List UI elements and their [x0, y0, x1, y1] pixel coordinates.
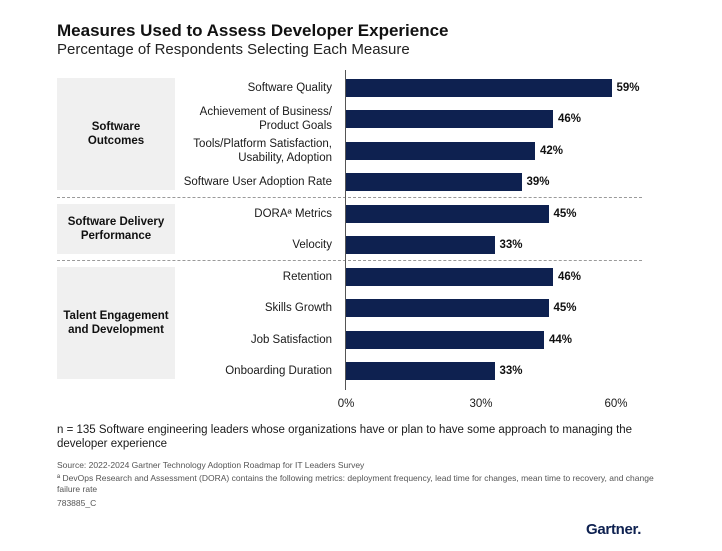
- bar: [346, 79, 612, 97]
- value-label: 39%: [526, 176, 550, 188]
- value-label: 42%: [540, 145, 564, 157]
- bar: [346, 142, 535, 160]
- y-axis-line: [345, 70, 346, 390]
- group-label-text: Software Outcomes: [87, 121, 145, 147]
- chart-subtitle: Percentage of Respondents Selecting Each…: [57, 41, 410, 58]
- bar: [346, 205, 549, 223]
- value-label: 33%: [499, 239, 523, 251]
- group-label-text: Software Delivery Performance: [67, 216, 165, 242]
- category-label: Job Satisfaction: [250, 334, 332, 346]
- value-label: 33%: [499, 365, 523, 377]
- bar: [346, 299, 549, 317]
- category-label: DORAª Metrics: [254, 208, 332, 220]
- group-label-software-outcomes: Software Outcomes: [57, 78, 175, 190]
- value-label: 44%: [549, 334, 573, 346]
- bar: [346, 362, 495, 380]
- category-label: Skills Growth: [264, 302, 332, 314]
- bar: [346, 236, 495, 254]
- category-label: Software User Adoption Rate: [183, 176, 332, 188]
- category-label: Tools/Platform Satisfaction, Usability, …: [193, 138, 332, 164]
- sample-note: n = 135 Software engineering leaders who…: [57, 424, 633, 450]
- chart-title: Measures Used to Assess Developer Experi…: [57, 21, 449, 40]
- category-label: Onboarding Duration: [225, 365, 332, 377]
- group-label-text: Talent Engagement and Development: [63, 310, 169, 336]
- source-text: Source: 2022-2024 Gartner Technology Ado…: [57, 460, 365, 470]
- bar: [346, 110, 553, 128]
- bar: [346, 173, 522, 191]
- gartner-logo: Gartner.: [586, 521, 642, 538]
- group-label-software-delivery-performance: Software Delivery Performance: [57, 204, 175, 254]
- bar: [346, 331, 544, 349]
- footnote-text: ª DevOps Research and Assessment (DORA) …: [57, 473, 654, 494]
- category-label: Velocity: [292, 239, 332, 251]
- value-label: 46%: [558, 271, 582, 283]
- group-divider: [57, 260, 642, 261]
- category-label: Achievement of Business/ Product Goals: [199, 106, 332, 132]
- group-divider: [57, 197, 642, 198]
- x-tick-label: 30%: [469, 398, 493, 410]
- figure-code: 783885_C: [57, 498, 97, 508]
- value-label: 46%: [558, 113, 582, 125]
- x-tick-label: 60%: [604, 398, 628, 410]
- value-label: 59%: [616, 82, 640, 94]
- bar: [346, 268, 553, 286]
- value-label: 45%: [553, 208, 577, 220]
- x-tick-label: 0%: [337, 398, 355, 410]
- value-label: 45%: [553, 302, 577, 314]
- category-label: Software Quality: [247, 82, 332, 94]
- group-label-talent-engagement: Talent Engagement and Development: [57, 267, 175, 379]
- category-label: Retention: [282, 271, 332, 283]
